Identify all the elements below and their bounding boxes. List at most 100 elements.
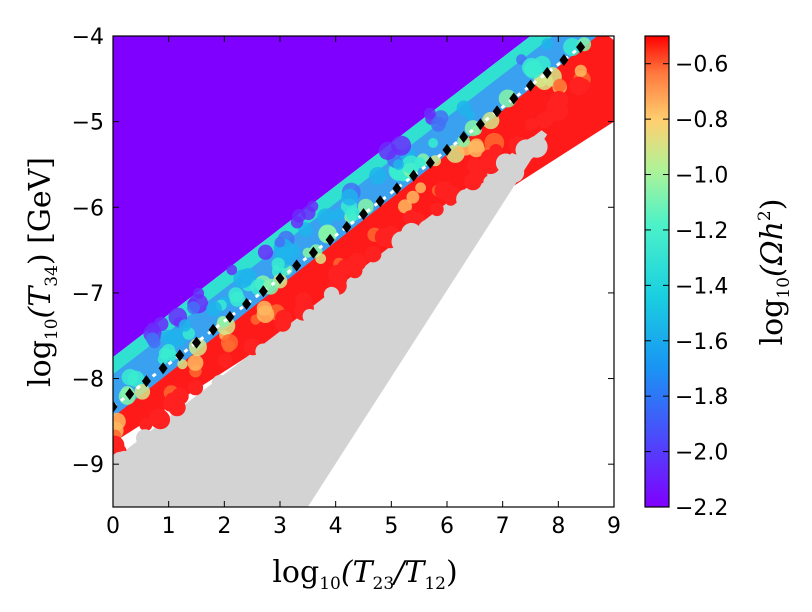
colorbar-tick-label: −2.2 (675, 496, 728, 521)
x-axis-label: log10(T23/T12) (272, 555, 457, 594)
colorbar-ticks: −0.6 −0.8 −1.0 −1.2 −1.4 −1.6 −1.8 −2.0 −2.2 (645, 53, 728, 521)
scatter-point (549, 91, 569, 110)
scatter-point (524, 60, 543, 79)
scatter-point (136, 437, 151, 451)
scatter-point (228, 287, 244, 303)
scatter-point (290, 216, 304, 229)
relic-marker (359, 208, 368, 221)
relic-marker (308, 246, 318, 259)
scatter-point (255, 343, 271, 359)
scatter-point (456, 189, 476, 210)
scatter-point (315, 253, 327, 264)
scatter-point (482, 111, 500, 130)
y-tick-label: −4 (72, 25, 104, 50)
scatter-point (541, 38, 553, 50)
x-tick-label: 2 (217, 514, 231, 539)
scatter-point (433, 110, 449, 126)
x-tick-label: 0 (106, 514, 120, 539)
relic-marker (492, 105, 502, 118)
y-tick-label: −7 (72, 282, 104, 307)
scatter-point (369, 167, 387, 185)
relic-marker (275, 272, 285, 285)
scatter-point (523, 138, 543, 158)
scatter-point (220, 334, 239, 352)
scatter-point (217, 353, 233, 369)
x-axis: 0 1 2 3 4 5 6 7 8 9 (106, 36, 621, 539)
scatter-point (139, 418, 153, 432)
relic-marker (158, 362, 168, 375)
relic-marker (576, 41, 586, 54)
colorbar-tick-label: −2.0 (675, 441, 728, 466)
scatter-point (300, 321, 320, 341)
relic-marker (242, 298, 252, 311)
scatter-point (121, 368, 139, 386)
scatter-point (341, 188, 358, 206)
scatter-point (187, 301, 200, 314)
scatter-point (417, 219, 440, 241)
x-tick-label: 3 (273, 514, 287, 539)
colorbar-tick-label: −1.0 (675, 164, 728, 189)
colorbar-tick-label: −0.8 (675, 108, 728, 133)
relic-marker (342, 220, 352, 233)
relic-marker (475, 118, 485, 131)
y-tick-label: −8 (72, 368, 104, 393)
relic-marker (425, 156, 435, 169)
scatter-point (134, 384, 151, 400)
scatter-point (226, 264, 238, 276)
relic-marker (526, 79, 535, 92)
scatter-point (274, 236, 286, 248)
x-tick-label: 8 (551, 514, 565, 539)
y-tick-label: −5 (72, 111, 104, 136)
scatter-point (489, 144, 503, 157)
scatter-point (187, 354, 204, 371)
colorbar-tick-label: −1.2 (675, 219, 728, 244)
scatter-point (286, 332, 305, 350)
x-tick-label: 9 (607, 514, 621, 539)
scatter-point (306, 200, 319, 212)
y-axis: −9 −8 −7 −6 −5 −4 (72, 25, 614, 478)
x-tick-label: 5 (384, 514, 398, 539)
scatter-point (317, 208, 335, 226)
plot-frame (112, 35, 615, 508)
scatter-point (401, 222, 422, 244)
scatter-point (113, 451, 132, 473)
scatter-point (284, 243, 301, 260)
scatter-point (146, 332, 160, 346)
relic-marker (141, 375, 151, 388)
y-tick-label: −9 (72, 453, 104, 478)
x-tick-label: 1 (162, 514, 176, 539)
scatter-point (414, 157, 426, 169)
scatter-point (451, 205, 466, 221)
scatter-point (373, 264, 392, 282)
scatter-point (325, 309, 338, 322)
scatter-point (187, 380, 204, 396)
scatter-point (483, 175, 497, 189)
scatter-point (206, 301, 222, 317)
relic-marker (409, 169, 419, 182)
scatter-point (574, 64, 587, 77)
scatter-point (365, 246, 382, 263)
x-tick-label: 6 (440, 514, 454, 539)
scatter-point (126, 454, 141, 469)
scatter-point (340, 261, 353, 275)
colorbar-tick-label: −1.6 (675, 330, 728, 355)
scatter-point (434, 181, 454, 200)
colorbar-tick-label: −1.8 (675, 385, 728, 410)
scatter-point (323, 286, 340, 303)
colorbar-tick-label: −0.6 (675, 53, 728, 78)
scatter-point (391, 135, 412, 156)
scatter-point (256, 305, 275, 324)
colorbar-frame (644, 35, 670, 508)
scatter-point (165, 424, 181, 441)
scatter-point (524, 118, 539, 132)
scatter-point (573, 80, 587, 94)
scatter-point (387, 250, 402, 265)
scatter-point (503, 162, 525, 183)
scatter-point (406, 190, 420, 204)
scatter-point (177, 359, 188, 370)
y-tick-label: −6 (72, 196, 104, 221)
y-axis-label: log10(T34) [GeV] (23, 157, 62, 387)
relic-marker (192, 336, 201, 349)
scatter-point (430, 202, 444, 217)
scatter-point (563, 38, 582, 56)
